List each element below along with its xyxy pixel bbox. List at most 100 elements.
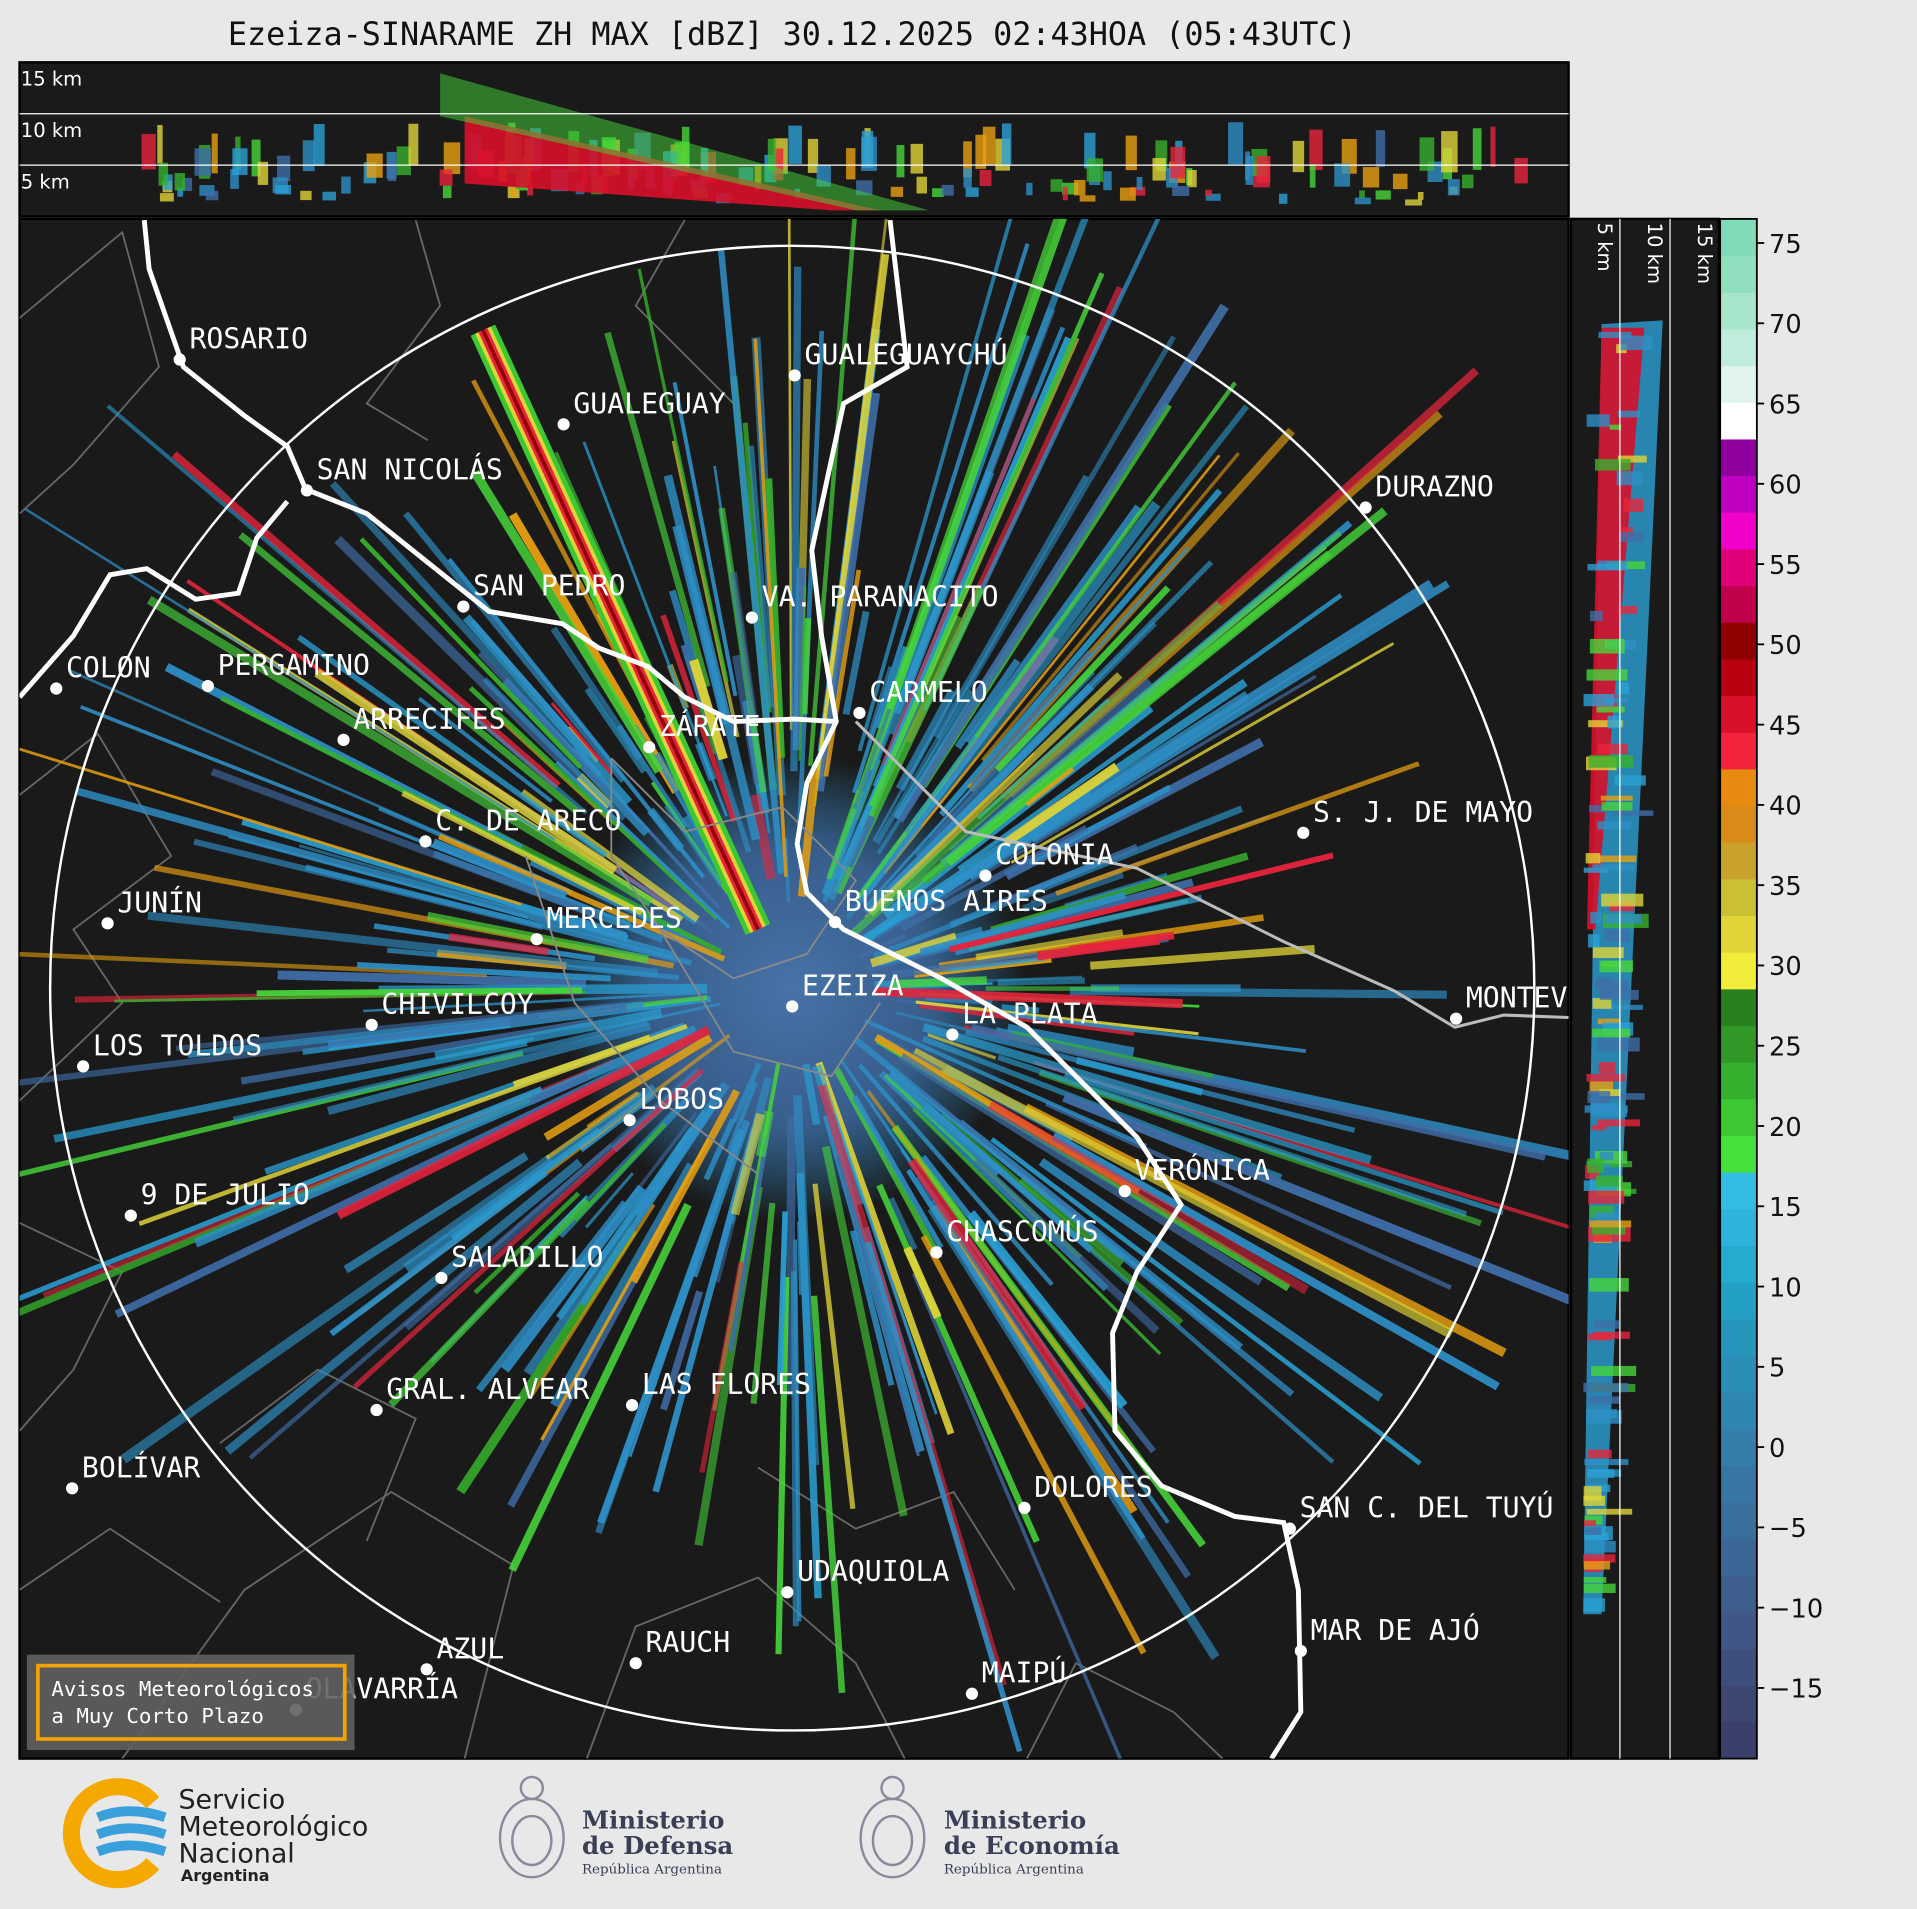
echo-streak — [994, 585, 1171, 773]
echo-streak — [823, 569, 862, 777]
echo-streak — [1025, 767, 1075, 807]
echo-streak — [582, 441, 729, 817]
echo-streak — [256, 987, 583, 997]
echo-streak — [857, 404, 1250, 903]
city-dot — [1449, 1012, 1463, 1025]
cities: ROSARIO GUALEGUAYCHÚ GUALEGUAY SAN NICOLÁS D… — [50, 323, 1567, 1716]
side-echo-cell — [1583, 1486, 1602, 1501]
colorbar-tick-label: 15 — [1769, 1193, 1802, 1223]
height-echo-cell — [1392, 173, 1408, 190]
echo-streak — [550, 626, 643, 761]
echo-streak — [927, 1033, 997, 1060]
echo-streak — [919, 891, 1127, 956]
side-echo-cell — [1583, 1554, 1616, 1563]
echo-streak — [1001, 1004, 1040, 1014]
side-echo-cell — [1586, 414, 1610, 427]
range-ring — [48, 244, 1536, 1732]
colorbar-tick-label: −15 — [1769, 1675, 1823, 1705]
warning-text: Avisos Meteorológicos — [51, 1677, 314, 1701]
height-echo-cell — [300, 190, 312, 201]
height-echo-cell — [1129, 186, 1146, 196]
echo-streak — [660, 614, 738, 823]
echo-streak — [482, 677, 626, 822]
city-dot — [745, 611, 758, 624]
side-echo-cell — [1617, 682, 1629, 694]
height-echo-cell — [979, 169, 992, 186]
echo-streak — [912, 1272, 1123, 1759]
height-echo-cell — [896, 144, 905, 178]
height-echo-cell — [773, 148, 784, 181]
echo-streak — [477, 651, 609, 792]
echo-streak — [875, 986, 1183, 1009]
echo-streak — [573, 1122, 667, 1222]
echo-streak — [543, 1034, 713, 1141]
warning-border — [36, 1663, 347, 1741]
side-echo-cell — [1600, 795, 1633, 801]
echo-streak — [1038, 1157, 1384, 1402]
echo-streak — [24, 507, 556, 841]
height-echo-cell — [963, 168, 972, 188]
echo-streak — [957, 593, 1343, 871]
colorbar-segment — [1720, 1721, 1757, 1760]
echo-streak — [945, 507, 1388, 866]
river — [141, 219, 837, 725]
echo-streak — [798, 617, 812, 715]
city-dot — [1283, 1522, 1296, 1535]
side-echo-cell — [1592, 864, 1636, 871]
echo-streak — [865, 1241, 1023, 1753]
height-echo-cell — [1441, 131, 1458, 173]
echo-streak — [807, 218, 857, 766]
echo-streak — [1045, 1101, 1452, 1291]
colorbar-segment — [1720, 1611, 1757, 1650]
echo-streak — [931, 1203, 1138, 1514]
side-echo-cell — [1583, 1382, 1629, 1393]
echo-streak — [450, 1127, 601, 1241]
height-echo-cell — [1084, 132, 1096, 169]
echo-streak — [1018, 1175, 1126, 1267]
echo-streak — [277, 970, 587, 988]
city-label: LA PLATA — [962, 998, 1097, 1031]
side-echo-cell — [1584, 1459, 1629, 1466]
height-echo-cell — [313, 124, 325, 166]
echo-streak — [1002, 762, 1120, 847]
coastline — [794, 219, 1304, 1759]
height-echo-cell — [1086, 158, 1103, 182]
colorbar-tick-label: 35 — [1769, 872, 1802, 902]
echo-streak — [815, 1061, 955, 1436]
echo-streak — [845, 815, 876, 869]
echo-streak — [863, 546, 1190, 909]
side-echo-cell — [1607, 715, 1622, 729]
echo-streak — [852, 708, 892, 810]
echo — [19, 218, 1569, 1759]
side-echo-cell — [1587, 1396, 1621, 1404]
side-echo-cell — [1598, 331, 1632, 339]
echo-streak — [567, 914, 628, 939]
colorbar-segment — [1720, 475, 1757, 513]
echo-streak — [868, 272, 1105, 808]
side-echo-cell — [1614, 775, 1646, 786]
colorbar-segment — [1720, 1172, 1757, 1210]
echo-streak — [852, 243, 1030, 794]
height-echo-cell — [861, 130, 874, 168]
colorbar-segment — [1720, 512, 1757, 550]
echo-streak — [550, 701, 614, 776]
echo-streak — [1051, 1132, 1500, 1391]
height-echo-cell — [1362, 167, 1380, 188]
height-echo-cell — [788, 125, 802, 164]
city-dot — [1294, 1644, 1307, 1658]
city-dot — [124, 1209, 137, 1222]
height-echo-cell — [157, 125, 163, 164]
ministry-text: República Argentina — [944, 1863, 1084, 1878]
side-echo-cell — [1601, 802, 1633, 811]
title: Ezeiza-SINARAME ZH MAX [dBZ] 30.12.2025 … — [228, 16, 1357, 53]
colorbar-tick-label: 25 — [1769, 1033, 1802, 1063]
city-dot — [629, 1657, 642, 1670]
echo-streak — [19, 747, 522, 906]
colorbar-segment — [1720, 988, 1757, 1027]
height-echo-cell — [442, 185, 452, 199]
colorbar-tick-label: 70 — [1769, 310, 1802, 340]
side-echo-cell — [1600, 1093, 1645, 1100]
side-echo-cell — [1592, 1028, 1631, 1038]
echo-streak — [146, 595, 654, 907]
side-echo-cell — [1598, 1062, 1616, 1074]
